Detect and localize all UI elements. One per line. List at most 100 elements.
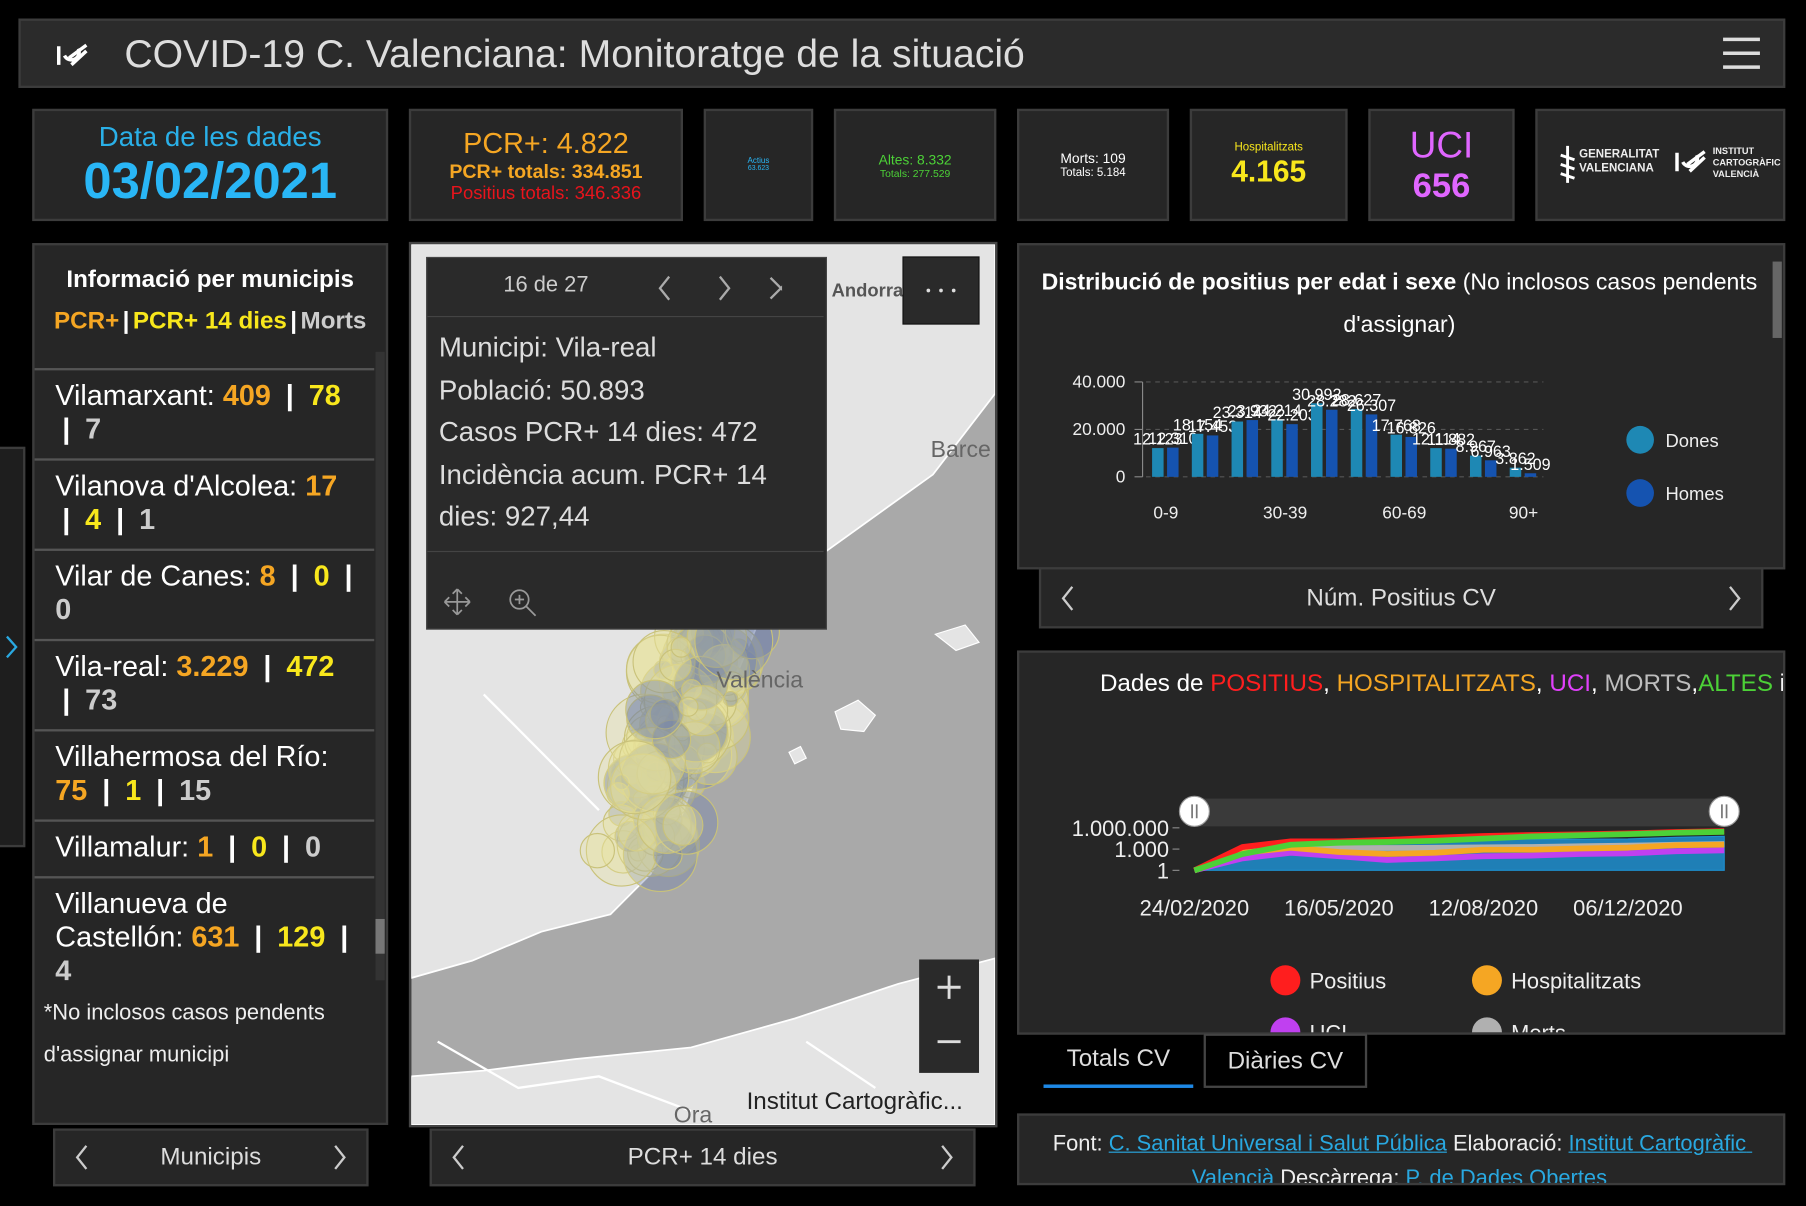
municipi-name: Vila-real: [55, 650, 169, 683]
separator: | [254, 921, 263, 954]
zoom-in[interactable] [937, 975, 961, 999]
map-symbol [649, 698, 681, 730]
map-symbol [622, 816, 698, 893]
municipi-name: Villahermosa del Río: [55, 740, 329, 774]
title-part: MORTS [1604, 670, 1692, 697]
tab[interactable]: Diàries CV [1203, 1033, 1368, 1088]
pcr-value: 8 [259, 560, 276, 593]
separator: | [290, 307, 298, 335]
map-symbol [662, 804, 704, 846]
legend-swatch [1270, 1017, 1301, 1033]
dot [951, 288, 956, 293]
side-tab[interactable] [0, 446, 26, 848]
title-part: POSITIUS [1210, 670, 1324, 697]
tab[interactable]: Totals CV [1043, 1034, 1194, 1088]
map-popup: 16 de 27 Municipi: Vila-real Població: 50… [426, 256, 827, 630]
bar [1206, 435, 1219, 477]
municipi-row: Vilamarxant: 409 | 78 | 7 [34, 368, 375, 458]
footer-link[interactable]: Institut Cartogràfic Valencià [1191, 1131, 1753, 1186]
separator: | [263, 650, 272, 683]
logo-line: VALENCIANA [1579, 162, 1654, 175]
uci-value: 656 [1412, 166, 1471, 205]
map-symbol [618, 726, 686, 795]
bar [1469, 455, 1482, 477]
legend-swatch [1471, 1017, 1502, 1033]
y-tick-label: 20.000 [1073, 419, 1126, 439]
altes-card: Altes: 8.332 Totals: 277.529 [833, 108, 997, 222]
map-symbol [653, 659, 674, 680]
footer-link[interactable]: C. Sanitat Universal i Salut Pública [1108, 1131, 1447, 1157]
value-label: 12.123 [1133, 431, 1182, 449]
morts-value: 4 [55, 954, 72, 981]
popup-controls[interactable] [655, 274, 783, 302]
hosp-value: 4.165 [1231, 153, 1307, 189]
dot [939, 288, 943, 293]
separator: | [282, 831, 291, 864]
legend-morts: Morts [300, 307, 367, 335]
scroll-thumb[interactable] [375, 918, 385, 954]
municipi-name: Vilanova d'Alcolea: [55, 469, 298, 503]
bar [1350, 408, 1363, 477]
popup-line: Casos PCR+ 14 dies: 472 [438, 416, 758, 448]
prev-button[interactable] [450, 1144, 466, 1172]
age-panel: Distribució de positius per edat i sexe … [1017, 243, 1786, 570]
prev-button[interactable] [1060, 584, 1076, 612]
municipis-note: *No inclosos casos pendents d'assignar m… [43, 1001, 325, 1068]
scroll-thumb[interactable] [1772, 261, 1782, 338]
separator: | [156, 774, 165, 807]
morts-card: Morts: 109 Totals: 5.184 [1017, 108, 1170, 222]
map-symbol [625, 679, 685, 740]
bar [1167, 447, 1179, 477]
map-symbol [579, 832, 616, 869]
value-label: 16.826 [1387, 419, 1436, 437]
municipis-panel: Informació per municipis PCR+ | PCR+ 14 di… [32, 243, 389, 1125]
value-label: 23.314 [1213, 404, 1262, 422]
legend-pcr: PCR+ [54, 307, 120, 335]
next-button[interactable] [1727, 584, 1743, 612]
separator: | [285, 379, 294, 413]
uci-label: UCI [1409, 123, 1474, 165]
legend-label: Homes [1665, 483, 1723, 504]
pcr14-value: 472 [286, 650, 335, 683]
evolution-panel: Dades de POSITIUS, HOSPITALITZATS, UCI, … [1017, 650, 1786, 1035]
pcr-value: 1 [197, 831, 214, 864]
separator: | [62, 413, 71, 446]
bar [1271, 419, 1283, 477]
x-tick-label: 24/02/2020 [1140, 895, 1249, 920]
popup-header: 16 de 27 [427, 258, 824, 318]
value-label: 17.453 [1188, 418, 1237, 436]
value-label: 23.932 [1228, 403, 1277, 421]
y-tick-label: 1.000 [1114, 837, 1169, 862]
municipi-row: Villahermosa del Río: 75 | 1 | 15 [34, 729, 375, 819]
title-part: , [1323, 670, 1337, 697]
nav-label: Núm. Positius CV [1306, 583, 1496, 611]
separator: | [340, 921, 349, 954]
title-part: i [1779, 670, 1786, 697]
pcr14-value: 0 [251, 831, 268, 864]
hosp-card: Hospitalitzats 4.165 [1189, 108, 1348, 222]
bar [1509, 467, 1522, 477]
date-label: Data de les dades [98, 120, 322, 153]
x-tick-label: 12/08/2020 [1429, 895, 1538, 920]
prev-button[interactable] [74, 1144, 90, 1172]
slider-handle[interactable] [1708, 795, 1740, 827]
popup-actions[interactable] [443, 587, 547, 619]
menu-button[interactable] [1722, 36, 1761, 71]
municipis-legend: PCR+ | PCR+ 14 dies | Morts [35, 308, 386, 336]
morts-value: 15 [179, 774, 212, 807]
next-button[interactable] [332, 1144, 348, 1172]
footer-link[interactable]: P. de Dades Obertes [1405, 1166, 1608, 1186]
map-symbol [645, 761, 666, 783]
actius-value: 63.623 [747, 165, 770, 173]
scrollbar[interactable] [375, 351, 385, 981]
slider-handle[interactable] [1178, 795, 1210, 827]
map-symbol [677, 685, 729, 737]
footer-text-part: Elaboració: [1446, 1131, 1569, 1157]
map-panel: Andorra Barce València Ora Institut Cart… [408, 241, 998, 1128]
value-label: 3.862 [1495, 450, 1535, 468]
next-button[interactable] [939, 1144, 955, 1172]
municipi-row: Villanueva de Castellón: 631 | 129 | 4 [34, 876, 375, 981]
pcr-value: 17 [305, 469, 338, 503]
map-label: Ora [674, 1102, 713, 1125]
